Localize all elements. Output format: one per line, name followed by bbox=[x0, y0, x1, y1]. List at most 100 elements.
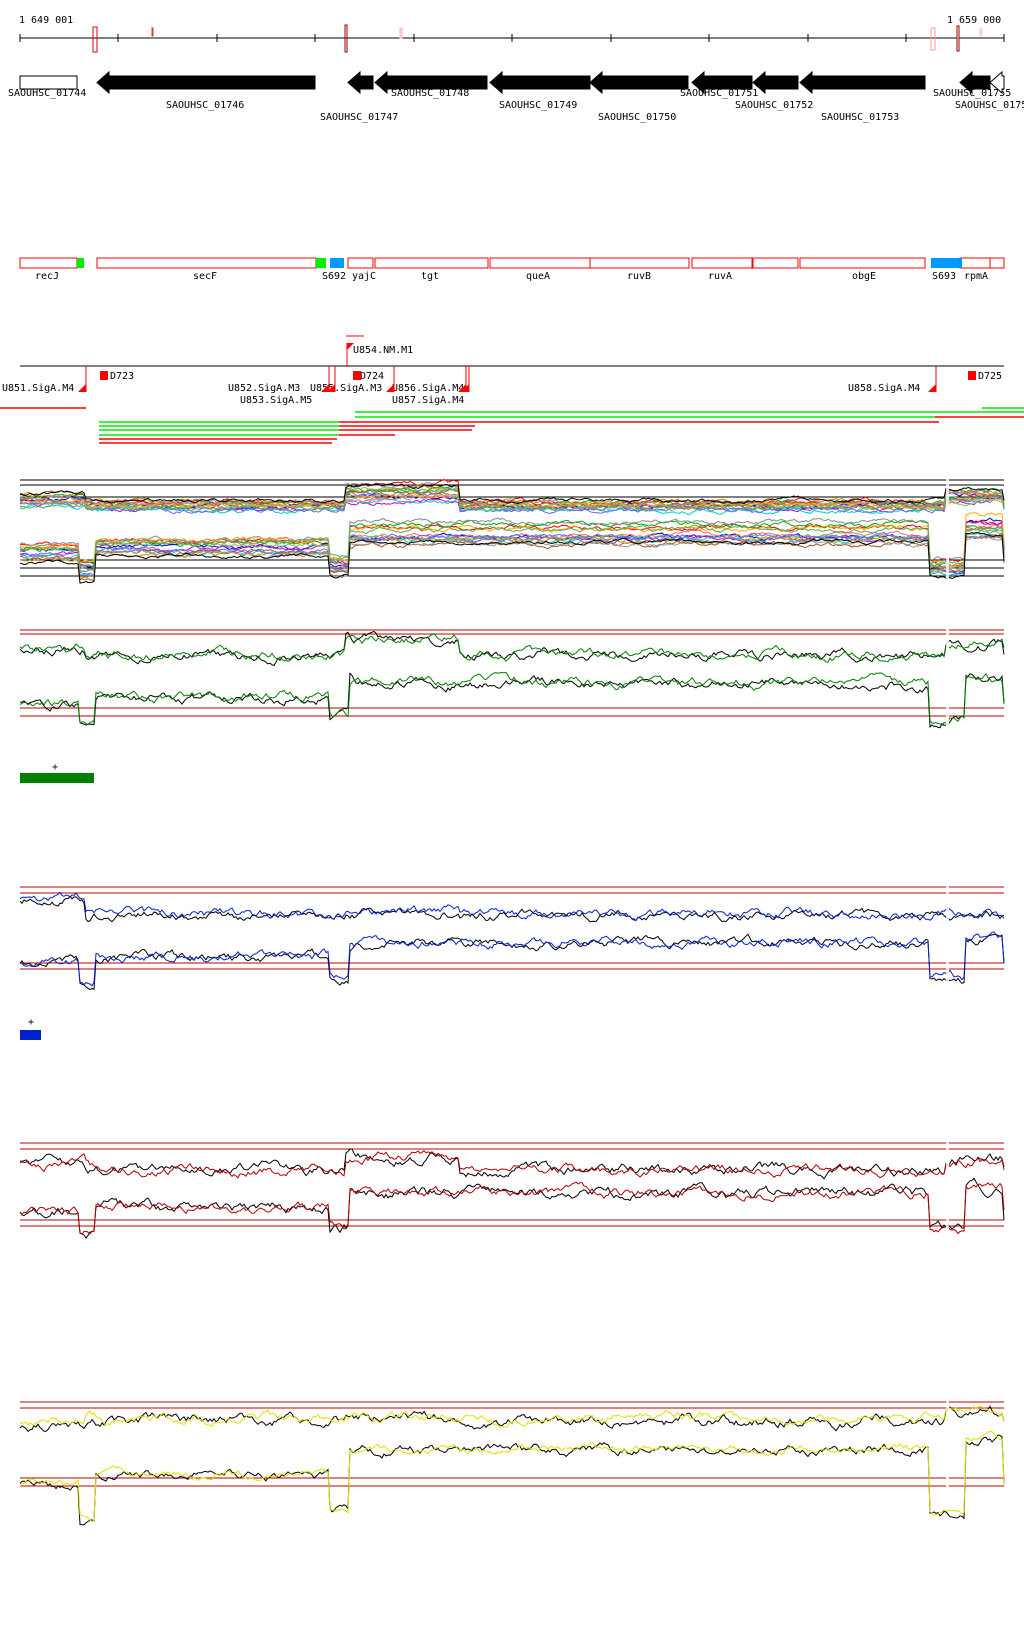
annotation-label: ruvA bbox=[708, 271, 732, 282]
annotation-segment[interactable] bbox=[989, 257, 1005, 269]
signal-line bbox=[19, 531, 1005, 577]
signal-tracks bbox=[19, 470, 1005, 1526]
annotation-label: queA bbox=[526, 271, 550, 282]
annotation-segment[interactable] bbox=[374, 257, 489, 269]
annotation-segment[interactable] bbox=[959, 257, 991, 269]
gene-arrow[interactable] bbox=[799, 70, 926, 95]
signal-line-black bbox=[19, 933, 1005, 991]
gene-label: SAOUHSC_01751 bbox=[680, 88, 758, 99]
gene-arrow[interactable] bbox=[374, 70, 488, 95]
ruler-marker bbox=[956, 25, 960, 52]
signal-line bbox=[19, 512, 1005, 567]
feature-label: D723 bbox=[110, 371, 134, 382]
gene-label: SAOUHSC_01752 bbox=[735, 100, 813, 111]
signal-line-red bbox=[19, 1150, 1005, 1179]
annotation-label: obgE bbox=[852, 271, 876, 282]
ruler-marker bbox=[151, 27, 154, 37]
terminator-flag[interactable] bbox=[386, 384, 394, 392]
annotation-label: rpmA bbox=[964, 271, 988, 282]
signal-line bbox=[19, 519, 1005, 567]
feature-label: U857.SigA.M4 bbox=[392, 395, 464, 406]
signal-line bbox=[19, 487, 1005, 512]
annotation-block bbox=[931, 258, 962, 268]
ruler-marker bbox=[344, 24, 348, 53]
legend-blue-label: + bbox=[28, 1017, 34, 1028]
annotation-label: recJ bbox=[35, 271, 59, 282]
annotation-segment[interactable] bbox=[691, 257, 753, 269]
feature-label: D725 bbox=[978, 371, 1002, 382]
terminator-flag[interactable] bbox=[321, 384, 329, 392]
annotation-segment[interactable] bbox=[799, 257, 926, 269]
feature-block[interactable] bbox=[968, 371, 976, 380]
terminator-flag[interactable] bbox=[928, 384, 936, 392]
legend-green-label: + bbox=[52, 762, 58, 773]
annotation-label: ruvB bbox=[627, 271, 651, 282]
feature-label: U855.SigA.M3 bbox=[310, 383, 382, 394]
annotation-label: S692 bbox=[322, 271, 346, 282]
ruler-marker bbox=[930, 27, 936, 51]
gene-arrow[interactable] bbox=[347, 70, 374, 95]
gene-track: SAOUHSC_01744 SAOUHSC_01746 SAOUHSC_01747 S… bbox=[8, 70, 1024, 123]
annotation-segment[interactable] bbox=[489, 257, 591, 269]
gene-label: SAOUHSC_01747 bbox=[320, 112, 398, 123]
signal-line bbox=[19, 517, 1005, 575]
signal-line bbox=[19, 532, 1005, 584]
gene-arrow[interactable] bbox=[989, 70, 1005, 95]
signal-line-green bbox=[19, 671, 1005, 726]
gene-feature[interactable] bbox=[19, 75, 78, 90]
feature-label: D724 bbox=[360, 371, 384, 382]
annotation-block bbox=[330, 258, 344, 268]
signal-line-green bbox=[19, 632, 1005, 663]
gene-arrow[interactable] bbox=[489, 70, 591, 95]
signal-line-blue bbox=[19, 931, 1005, 987]
annotation-label: secF bbox=[193, 271, 217, 282]
gene-arrow[interactable] bbox=[589, 70, 689, 95]
signal-line bbox=[19, 492, 1005, 511]
signal-line-black bbox=[20, 1148, 1005, 1180]
annotation-segment[interactable] bbox=[752, 257, 799, 269]
terminator-flag[interactable] bbox=[78, 384, 86, 392]
coordinate-ruler bbox=[19, 24, 1005, 53]
annotation-segment[interactable] bbox=[589, 257, 690, 269]
terminator-flag[interactable] bbox=[458, 384, 466, 392]
gene-label: SAOUHSC_01748 bbox=[391, 88, 469, 99]
ruler-marker bbox=[92, 26, 98, 53]
feature-track: U854.NM.M1U851.SigA.M4D723U852.SigA.M3U8… bbox=[0, 335, 1024, 444]
feature-label: U853.SigA.M5 bbox=[240, 395, 312, 406]
gene-arrow[interactable] bbox=[691, 70, 753, 95]
signal-line bbox=[19, 524, 1005, 569]
signal-line-black bbox=[19, 1405, 1005, 1433]
signal-line-red bbox=[19, 1181, 1005, 1235]
signal-line-yellow bbox=[19, 1405, 1005, 1428]
feature-label: U856.SigA.M4 bbox=[392, 383, 464, 394]
ruler-start-label: 1 649 001 bbox=[19, 15, 73, 26]
annotation-segment[interactable] bbox=[347, 257, 374, 269]
terminator-flag[interactable] bbox=[327, 384, 335, 392]
gene-label: SAOUHSC_01753 bbox=[821, 112, 899, 123]
ruler-end-label: 1 659 000 bbox=[947, 15, 1001, 26]
signal-line-black bbox=[19, 630, 1005, 667]
annotation-segment[interactable] bbox=[19, 257, 78, 269]
gene-label: SAOUHSC_01756 bbox=[955, 100, 1024, 111]
gene-arrow[interactable] bbox=[752, 70, 799, 95]
legend-blue-swatch bbox=[20, 1030, 41, 1040]
gene-label: SAOUHSC_01746 bbox=[166, 100, 244, 111]
annotation-label: S693 bbox=[932, 271, 956, 282]
ruler-marker bbox=[979, 27, 983, 37]
signal-line bbox=[19, 534, 1005, 579]
feature-label: U858.SigA.M4 bbox=[848, 383, 920, 394]
feature-label: U852.SigA.M3 bbox=[228, 383, 300, 394]
gene-arrow[interactable] bbox=[96, 70, 316, 95]
promoter-flag[interactable] bbox=[347, 343, 354, 350]
annotation-segment[interactable] bbox=[96, 257, 317, 269]
signal-line-black bbox=[19, 1177, 1005, 1239]
feature-block[interactable] bbox=[100, 371, 108, 380]
feature-block[interactable] bbox=[353, 371, 361, 380]
ruler-marker bbox=[399, 27, 403, 39]
track-gap bbox=[946, 470, 949, 1510]
annotation-label: tgt bbox=[421, 271, 439, 282]
signal-line bbox=[19, 484, 1005, 508]
annotation-track: recJ secF S692 yajC tgt queA ruvB ruvA obgE S693 r… bbox=[19, 257, 1005, 282]
legend-green-swatch bbox=[20, 773, 94, 783]
